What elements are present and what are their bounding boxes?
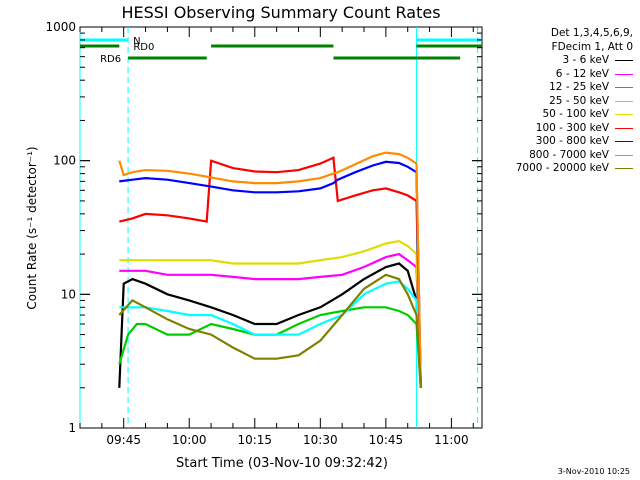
legend-entry: 50 - 100 keV (478, 108, 633, 122)
legend-label: 7000 - 20000 keV (515, 162, 609, 174)
legend-entry: 6 - 12 keV (478, 68, 633, 82)
x-tick-label-1000: 10:00 (172, 433, 207, 447)
y-tick-label-10: 10 (61, 287, 76, 301)
legend-entry: 300 - 800 keV (478, 135, 633, 149)
x-tick-label-1100: 11:00 (434, 433, 469, 447)
legend-entry: 800 - 7000 keV (478, 149, 633, 163)
x-axis: 09:45 10:00 10:15 10:30 10:45 11:00 (79, 27, 474, 447)
legend-swatch (615, 87, 633, 89)
chart-title: HESSI Observing Summary Count Rates (121, 3, 440, 22)
y-tick-label-100: 100 (53, 154, 76, 168)
legend-entry: 12 - 25 keV (478, 81, 633, 95)
series-line-5 (119, 156, 422, 388)
series-line-3 (119, 280, 422, 388)
series-line-6 (119, 160, 422, 388)
x-tick-label-0945: 09:45 (106, 433, 141, 447)
legend-label: 6 - 12 keV (555, 67, 609, 80)
series-line-7 (118, 151, 422, 388)
series-line-0 (118, 262, 422, 388)
series-line-1 (119, 252, 422, 388)
legend-entry: 25 - 50 keV (478, 95, 633, 109)
y-axis: 1 10 100 1000 (45, 20, 482, 435)
legend-swatch (615, 100, 633, 102)
flag-label-n: N (133, 36, 140, 47)
legend-entry: 3 - 6 keV (478, 54, 633, 68)
legend-swatch (615, 60, 633, 62)
legend-swatch (615, 168, 633, 170)
legend-label: 50 - 100 keV (542, 108, 609, 120)
legend-label: 100 - 300 keV (535, 121, 609, 134)
legend-swatch (615, 73, 633, 75)
legend-swatch (615, 127, 633, 129)
legend: Det 1,3,4,5,6,9, FDecim 1, Att 0 3 - 6 k… (478, 27, 633, 176)
legend-entry: 100 - 300 keV (478, 122, 633, 136)
y-tick-label-1: 1 (68, 421, 76, 435)
legend-label: 3 - 6 keV (562, 54, 609, 66)
series-line-4 (119, 239, 422, 388)
flag-label-rd6: RD6 (100, 54, 121, 65)
x-axis-label: Start Time (03-Nov-10 09:32:42) (176, 456, 388, 471)
legend-label: 12 - 25 keV (549, 81, 609, 93)
legend-header-line-2: FDecim 1, Att 0 (551, 40, 633, 53)
series-group (118, 151, 422, 388)
legend-entry: 7000 - 20000 keV (478, 162, 633, 176)
x-tick-label-1045: 10:45 (369, 433, 404, 447)
plot-frame (79, 26, 483, 429)
legend-label: 25 - 50 keV (549, 94, 609, 107)
footer-timestamp: 3-Nov-2010 10:25 (557, 467, 630, 476)
legend-header-line-1: Det 1,3,4,5,6,9, (550, 27, 633, 39)
legend-swatch (615, 154, 633, 156)
series-line-8 (118, 273, 422, 388)
x-tick-label-1030: 10:30 (303, 433, 338, 447)
legend-label: 800 - 7000 keV (529, 148, 609, 161)
legend-label: 300 - 800 keV (535, 135, 609, 147)
x-tick-label-1015: 10:15 (237, 433, 272, 447)
legend-swatch (615, 114, 633, 116)
legend-swatch (615, 141, 633, 143)
y-axis-label: Count Rate (s⁻¹ detector⁻¹) (25, 146, 39, 309)
legend-rows: 3 - 6 keV 6 - 12 keV 12 - 25 keV 25 - 50 ke… (478, 54, 633, 176)
y-tick-label-1000: 1000 (45, 20, 76, 34)
flag-label-rd0: RD0 (133, 42, 154, 53)
series-line-2 (118, 306, 422, 388)
